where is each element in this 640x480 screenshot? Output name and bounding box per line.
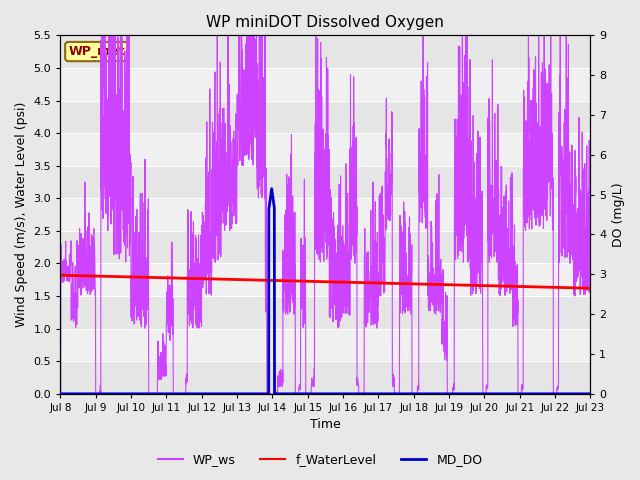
Text: WP_met: WP_met (68, 45, 125, 58)
Bar (60, 361, 590, 394)
Y-axis label: DO (mg/L): DO (mg/L) (612, 182, 625, 247)
Bar (60, 36, 590, 68)
Bar (60, 231, 590, 264)
Legend: WP_ws, f_WaterLevel, MD_DO: WP_ws, f_WaterLevel, MD_DO (152, 448, 488, 471)
Y-axis label: Wind Speed (m/s), Water Level (psi): Wind Speed (m/s), Water Level (psi) (15, 102, 28, 327)
Bar (60, 166, 590, 198)
Bar (60, 296, 590, 329)
Bar (60, 100, 590, 133)
Title: WP miniDOT Dissolved Oxygen: WP miniDOT Dissolved Oxygen (206, 15, 444, 30)
X-axis label: Time: Time (310, 419, 340, 432)
